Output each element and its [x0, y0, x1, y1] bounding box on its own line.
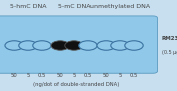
Circle shape — [65, 41, 83, 50]
Text: 50: 50 — [57, 73, 64, 78]
Text: 5: 5 — [26, 73, 30, 78]
Text: unmethylated DNA: unmethylated DNA — [90, 4, 150, 9]
Text: 0.5: 0.5 — [130, 73, 138, 78]
Text: (ng/dot of double-stranded DNA): (ng/dot of double-stranded DNA) — [33, 82, 119, 87]
Circle shape — [33, 41, 51, 50]
Circle shape — [51, 41, 69, 50]
Text: 0.5: 0.5 — [38, 73, 46, 78]
Text: 50: 50 — [11, 73, 18, 78]
Text: RM231: RM231 — [162, 36, 177, 41]
Circle shape — [125, 41, 143, 50]
Text: 5-hmC DNA: 5-hmC DNA — [10, 4, 46, 9]
Text: 5: 5 — [118, 73, 122, 78]
Text: 5-mC DNA: 5-mC DNA — [58, 4, 90, 9]
FancyBboxPatch shape — [0, 16, 158, 73]
Text: (0.5 μg/mL): (0.5 μg/mL) — [162, 50, 177, 55]
Circle shape — [19, 41, 37, 50]
Circle shape — [5, 41, 23, 50]
Circle shape — [79, 41, 97, 50]
Circle shape — [97, 41, 115, 50]
Text: 0.5: 0.5 — [84, 73, 92, 78]
Text: 50: 50 — [103, 73, 110, 78]
Circle shape — [111, 41, 129, 50]
Text: 5: 5 — [72, 73, 76, 78]
